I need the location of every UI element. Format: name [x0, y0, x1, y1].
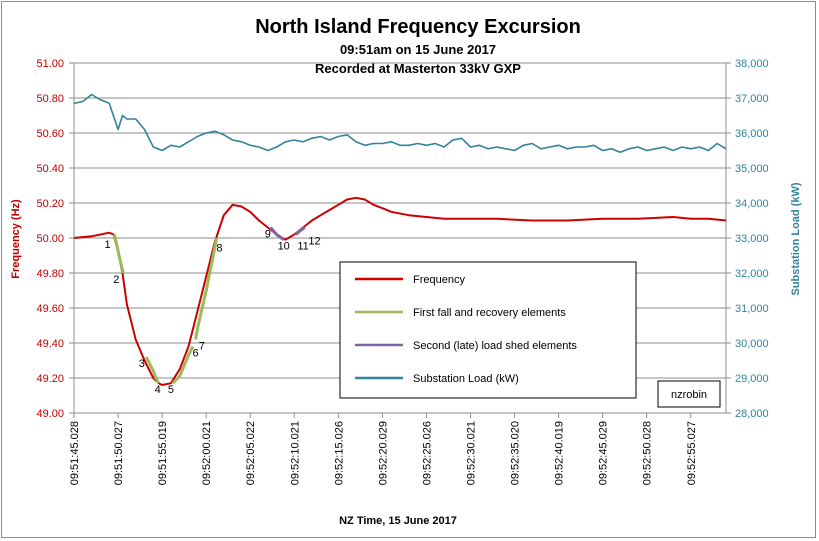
legend-label-frequency: Frequency: [413, 274, 465, 286]
y-tick-left-label: 50.80: [36, 93, 64, 105]
legend-label-substation-load: Substation Load (kW): [413, 373, 519, 385]
annotation-label: 10: [278, 241, 290, 253]
legend-label-second-shed: Second (late) load shed elements: [413, 340, 577, 352]
annotation-label: 1: [104, 239, 110, 251]
series-substation-load-line: [73, 93, 727, 154]
x-tick-label: 09:51:45.028: [69, 421, 81, 485]
y-tick-left-label: 49.40: [36, 338, 64, 350]
annotation-label: 4: [155, 384, 161, 396]
x-tick-label: 09:52:30.021: [465, 421, 477, 485]
y-tick-left-label: 50.20: [36, 198, 64, 210]
x-tick-label: 09:52:20.029: [377, 421, 389, 485]
x-axis-label: NZ Time, 15 June 2017: [339, 515, 457, 527]
x-tick-label: 09:52:55.027: [686, 421, 698, 485]
watermark-text: nzrobin: [671, 389, 707, 401]
series-first-fall-segment: [171, 345, 195, 385]
annotation-label: 11: [297, 241, 308, 253]
y-tick-left-label: 51.00: [36, 58, 64, 70]
chart-title: North Island Frequency Excursion: [255, 16, 581, 38]
y-tick-left-label: 49.80: [36, 268, 64, 280]
x-tick-label: 09:52:35.020: [510, 421, 522, 485]
y-tick-left-label: 49.60: [36, 303, 64, 315]
annotation-label: 3: [139, 358, 145, 370]
annotation-label: 8: [216, 243, 222, 255]
x-tick-label: 09:52:45.029: [598, 421, 610, 485]
annotation-label: 2: [113, 274, 119, 286]
annotation-label: 12: [308, 236, 320, 248]
y-tick-right-label: 35,000: [735, 163, 769, 175]
y-tick-right-label: 30,000: [735, 338, 769, 350]
legend-label-first-fall: First fall and recovery elements: [413, 307, 566, 319]
x-tick-label: 09:52:00.021: [201, 421, 213, 485]
y-tick-left-label: 50.00: [36, 233, 64, 245]
watermark-border: [657, 380, 721, 408]
chart-subtitle-date: 09:51am on 15 June 2017: [340, 42, 496, 57]
y-tick-right-label: 31,000: [735, 303, 769, 315]
series-group: [73, 93, 727, 386]
legend-box: [339, 261, 637, 399]
y-tick-right-label: 36,000: [735, 128, 769, 140]
y-axis-right-label: Substation Load (kW): [790, 182, 802, 295]
x-tick-label: 09:51:55.019: [157, 421, 169, 485]
y-tick-left-label: 49.00: [36, 408, 64, 420]
annotation-label: 5: [168, 384, 174, 396]
y-tick-left-label: 49.20: [36, 373, 64, 385]
x-tick-label: 09:52:50.028: [642, 421, 654, 485]
y-tick-left-label: 50.40: [36, 163, 64, 175]
x-tick-label: 09:52:15.026: [333, 421, 345, 485]
y-tick-right-label: 38,000: [735, 58, 769, 70]
x-tick-label: 09:51:50.027: [113, 421, 125, 485]
series-second-shed-segment: [294, 226, 306, 236]
y-tick-right-label: 33,000: [735, 233, 769, 245]
annotation-label: 9: [265, 229, 271, 241]
watermark-box: nzrobin: [657, 380, 721, 408]
y-tick-right-label: 34,000: [735, 198, 769, 210]
y-tick-right-label: 28,000: [735, 408, 769, 420]
y-tick-right-label: 29,000: [735, 373, 769, 385]
series-first-fall-segment: [194, 237, 219, 340]
x-tick-label: 09:52:10.021: [289, 421, 301, 485]
series-frequency-line: [73, 196, 727, 386]
x-tick-label: 09:52:05.022: [245, 421, 257, 485]
x-tick-label: 09:52:25.026: [421, 421, 433, 485]
annotation-label: 6: [193, 348, 199, 360]
x-tick-label: 09:52:40.019: [554, 421, 566, 485]
series-first-fall-segment: [113, 234, 125, 274]
y-axis-left-label: Frequency (Hz): [10, 199, 22, 279]
y-tick-right-label: 37,000: [735, 93, 769, 105]
series-second-shed-segment: [269, 226, 285, 241]
legend: Frequency First fall and recovery elemen…: [339, 261, 637, 399]
annotation-label: 7: [199, 341, 205, 353]
chart-subtitle-location: Recorded at Masterton 33kV GXP: [315, 61, 521, 76]
series-first-fall-segment: [144, 356, 160, 384]
y-tick-right-label: 32,000: [735, 268, 769, 280]
y-tick-left-label: 50.60: [36, 128, 64, 140]
